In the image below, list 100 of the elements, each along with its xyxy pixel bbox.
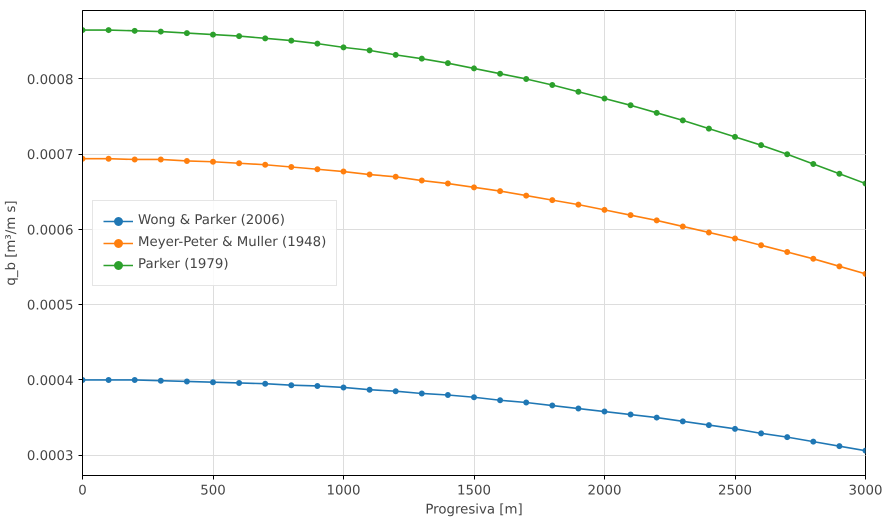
legend-label: Meyer-Peter & Muller (1948) [138, 235, 326, 250]
point [680, 117, 686, 124]
point [366, 172, 373, 178]
x-tick-label: 2000 [588, 484, 622, 498]
point [444, 180, 451, 187]
point [654, 414, 660, 421]
point [106, 27, 112, 34]
point [836, 443, 842, 450]
point [706, 422, 712, 428]
point [471, 184, 477, 190]
point [210, 32, 216, 38]
y-axis-title: q_b [m³/m s] [4, 200, 19, 286]
point [236, 33, 242, 40]
point [288, 382, 294, 388]
point [732, 134, 738, 140]
point [132, 156, 138, 162]
point [497, 188, 504, 194]
point [340, 384, 346, 390]
point [628, 212, 634, 218]
legend-label: Parker (1979) [138, 257, 229, 272]
point [132, 376, 138, 383]
point [288, 38, 294, 44]
x-tick-label: 500 [200, 484, 226, 498]
point [784, 249, 790, 256]
point [758, 142, 764, 148]
y-tick-label: 0.0005 [26, 298, 74, 314]
point [732, 235, 738, 242]
point [523, 192, 530, 199]
point [340, 44, 346, 50]
point [471, 65, 477, 72]
x-tick-label: 1000 [326, 484, 360, 498]
point [106, 376, 112, 383]
point [392, 388, 399, 394]
point [575, 406, 582, 412]
point [602, 96, 608, 102]
point [366, 386, 373, 393]
point [602, 408, 608, 415]
point [262, 162, 268, 168]
point [418, 178, 425, 184]
point [628, 102, 634, 108]
x-axis-title: Progresiva [m] [425, 502, 523, 518]
point [732, 426, 738, 432]
point [810, 438, 816, 445]
point [497, 70, 504, 77]
point [366, 47, 373, 54]
point [184, 158, 190, 164]
point [314, 166, 320, 172]
legend-label: Wong & Parker (2006) [138, 213, 285, 228]
point [810, 256, 816, 262]
point [575, 88, 582, 95]
point [602, 206, 608, 213]
point [210, 158, 216, 165]
point [314, 382, 320, 389]
point [132, 28, 138, 34]
point [575, 202, 582, 208]
point [758, 430, 764, 436]
point [444, 392, 451, 398]
point [497, 397, 504, 404]
x-tick-label: 0 [78, 484, 87, 498]
x-tick-label: 1500 [457, 484, 491, 498]
point [314, 40, 320, 47]
point [262, 35, 268, 42]
point [523, 76, 530, 82]
point [444, 60, 451, 66]
point [810, 161, 816, 167]
point [549, 197, 556, 204]
point [418, 56, 425, 62]
point [158, 156, 164, 162]
point [392, 52, 399, 58]
point [784, 151, 790, 158]
point [706, 229, 712, 236]
point [836, 170, 842, 177]
y-tick-label: 0.0007 [26, 148, 74, 164]
point [210, 379, 216, 386]
point [288, 164, 294, 170]
point [523, 400, 530, 406]
point [628, 412, 634, 418]
point [784, 434, 790, 440]
point [680, 223, 686, 230]
point [236, 160, 242, 166]
y-tick-label: 0.0008 [26, 72, 74, 88]
point [758, 242, 764, 248]
x-tick-label: 3000 [848, 484, 882, 498]
point [236, 380, 242, 386]
point [654, 110, 660, 116]
point [549, 402, 556, 409]
point [418, 390, 425, 396]
point [549, 82, 556, 88]
y-tick-label: 0.0006 [26, 223, 74, 238]
point [654, 217, 660, 224]
point [158, 378, 164, 384]
point [158, 28, 164, 35]
point [106, 156, 112, 162]
point [706, 126, 712, 132]
point [262, 380, 268, 387]
point [392, 174, 399, 180]
point [184, 30, 190, 36]
point [471, 394, 477, 400]
point [836, 263, 842, 270]
point [340, 168, 346, 175]
